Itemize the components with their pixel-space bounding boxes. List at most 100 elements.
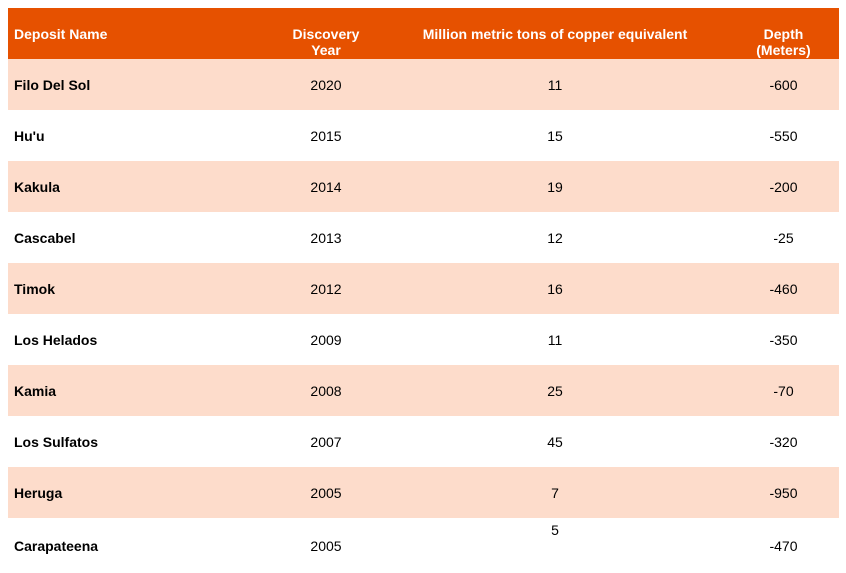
- cell-deposit-name-text: Cascabel: [14, 229, 76, 246]
- cell-copper-tons: 7: [382, 467, 728, 518]
- cell-discovery-year: 2020: [270, 59, 382, 110]
- cell-discovery-year: 2008: [270, 365, 382, 416]
- cell-copper-tons-text: 11: [547, 76, 563, 93]
- cell-deposit-name: Kamia: [8, 365, 270, 416]
- cell-discovery-year: 2012: [270, 263, 382, 314]
- cell-depth-text: -320: [769, 433, 798, 450]
- cell-deposit-name-text: Kamia: [14, 382, 57, 399]
- cell-discovery-year: 2013: [270, 212, 382, 263]
- table-row: Los Sulfatos 2007 45 -320: [8, 416, 839, 467]
- cell-depth: -550: [728, 110, 839, 161]
- cell-copper-tons-text: 16: [547, 280, 563, 297]
- cell-depth-text: -25: [773, 229, 794, 246]
- cell-discovery-year-text: 2007: [310, 433, 342, 450]
- header-depth-line2: (Meters): [756, 42, 811, 58]
- cell-depth-text: -350: [769, 331, 798, 348]
- cell-depth-text: -550: [769, 127, 798, 144]
- cell-depth: -350: [728, 314, 839, 365]
- cell-deposit-name: Los Helados: [8, 314, 270, 365]
- cell-depth-text: -200: [769, 178, 798, 195]
- cell-discovery-year-text: 2012: [310, 280, 342, 297]
- cell-depth: -600: [728, 59, 839, 110]
- table-row: Heruga 2005 7 -950: [8, 467, 839, 518]
- table-row: Kamia 2008 25 -70: [8, 365, 839, 416]
- cell-deposit-name: Cascabel: [8, 212, 270, 263]
- cell-deposit-name: Hu'u: [8, 110, 270, 161]
- cell-depth: -70: [728, 365, 839, 416]
- cell-copper-tons: 11: [382, 59, 728, 110]
- cell-depth-text: -600: [769, 76, 798, 93]
- cell-copper-tons: 16: [382, 263, 728, 314]
- table-header: Deposit Name Discovery Year Million metr…: [8, 8, 839, 59]
- header-depth-line1: Depth: [763, 26, 804, 42]
- header-deposit-name-label: Deposit Name: [14, 26, 108, 42]
- header-copper-tons-label: Million metric tons of copper equivalent: [422, 26, 688, 42]
- table-row: Filo Del Sol 2020 11 -600: [8, 59, 839, 110]
- cell-deposit-name-text: Filo Del Sol: [14, 76, 91, 93]
- cell-discovery-year-text: 2008: [310, 382, 342, 399]
- cell-depth-text: -950: [769, 484, 798, 501]
- cell-discovery-year-text: 2005: [310, 484, 342, 501]
- cell-copper-tons: 15: [382, 110, 728, 161]
- cell-copper-tons: 45: [382, 416, 728, 467]
- cell-deposit-name-text: Los Sulfatos: [14, 433, 99, 450]
- cell-copper-tons-text: 7: [551, 484, 559, 501]
- header-discovery-year-line2: Year: [311, 42, 341, 58]
- cell-copper-tons-text: 45: [547, 433, 563, 450]
- cell-copper-tons: 19: [382, 161, 728, 212]
- cell-deposit-name-text: Los Helados: [14, 331, 98, 348]
- cell-copper-tons-text: 12: [547, 229, 563, 246]
- table-row: Carapateena 2005 5 -470: [8, 518, 839, 573]
- cell-discovery-year: 2014: [270, 161, 382, 212]
- cell-depth: -200: [728, 161, 839, 212]
- cell-copper-tons-text: 15: [547, 127, 563, 144]
- cell-depth: -320: [728, 416, 839, 467]
- cell-depth-text: -460: [769, 280, 798, 297]
- table-row: Los Helados 2009 11 -350: [8, 314, 839, 365]
- cell-discovery-year-text: 2009: [310, 331, 342, 348]
- cell-discovery-year-text: 2020: [310, 76, 342, 93]
- cell-discovery-year: 2009: [270, 314, 382, 365]
- cell-deposit-name: Los Sulfatos: [8, 416, 270, 467]
- cell-depth: -460: [728, 263, 839, 314]
- cell-copper-tons: 11: [382, 314, 728, 365]
- cell-discovery-year: 2005: [270, 467, 382, 518]
- header-copper-tons: Million metric tons of copper equivalent: [382, 8, 728, 59]
- cell-discovery-year-text: 2014: [310, 178, 342, 195]
- cell-discovery-year: 2007: [270, 416, 382, 467]
- cell-discovery-year-text: 2013: [310, 229, 342, 246]
- table-row: Timok 2012 16 -460: [8, 263, 839, 314]
- cell-deposit-name-text: Kakula: [14, 178, 60, 195]
- cell-copper-tons: 5: [382, 518, 728, 573]
- cell-depth: -470: [728, 518, 839, 573]
- cell-copper-tons-text: 11: [547, 331, 563, 348]
- cell-depth: -25: [728, 212, 839, 263]
- header-discovery-year: Discovery Year: [270, 8, 382, 59]
- cell-copper-tons-text: 25: [547, 382, 563, 399]
- cell-copper-tons-text: 5: [551, 522, 559, 538]
- table-row: Cascabel 2013 12 -25: [8, 212, 839, 263]
- deposits-table: Deposit Name Discovery Year Million metr…: [8, 8, 839, 573]
- cell-deposit-name: Heruga: [8, 467, 270, 518]
- cell-depth-text: -470: [769, 537, 798, 554]
- cell-deposit-name: Timok: [8, 263, 270, 314]
- cell-deposit-name: Kakula: [8, 161, 270, 212]
- cell-discovery-year: 2015: [270, 110, 382, 161]
- cell-deposit-name: Carapateena: [8, 518, 270, 573]
- header-deposit-name: Deposit Name: [8, 8, 270, 59]
- cell-deposit-name: Filo Del Sol: [8, 59, 270, 110]
- table-row: Kakula 2014 19 -200: [8, 161, 839, 212]
- cell-deposit-name-text: Hu'u: [14, 127, 45, 144]
- table-row: Hu'u 2015 15 -550: [8, 110, 839, 161]
- cell-copper-tons-text: 19: [547, 178, 563, 195]
- header-depth: Depth (Meters): [728, 8, 839, 59]
- cell-deposit-name-text: Heruga: [14, 484, 63, 501]
- cell-deposit-name-text: Timok: [14, 280, 55, 297]
- cell-deposit-name-text: Carapateena: [14, 537, 99, 554]
- table-body: Filo Del Sol 2020 11 -600 Hu'u 2015 15 -550 Kaku…: [8, 59, 839, 573]
- cell-copper-tons: 12: [382, 212, 728, 263]
- cell-discovery-year-text: 2005: [310, 537, 342, 554]
- header-discovery-year-line1: Discovery: [292, 26, 360, 42]
- cell-discovery-year: 2005: [270, 518, 382, 573]
- cell-copper-tons: 25: [382, 365, 728, 416]
